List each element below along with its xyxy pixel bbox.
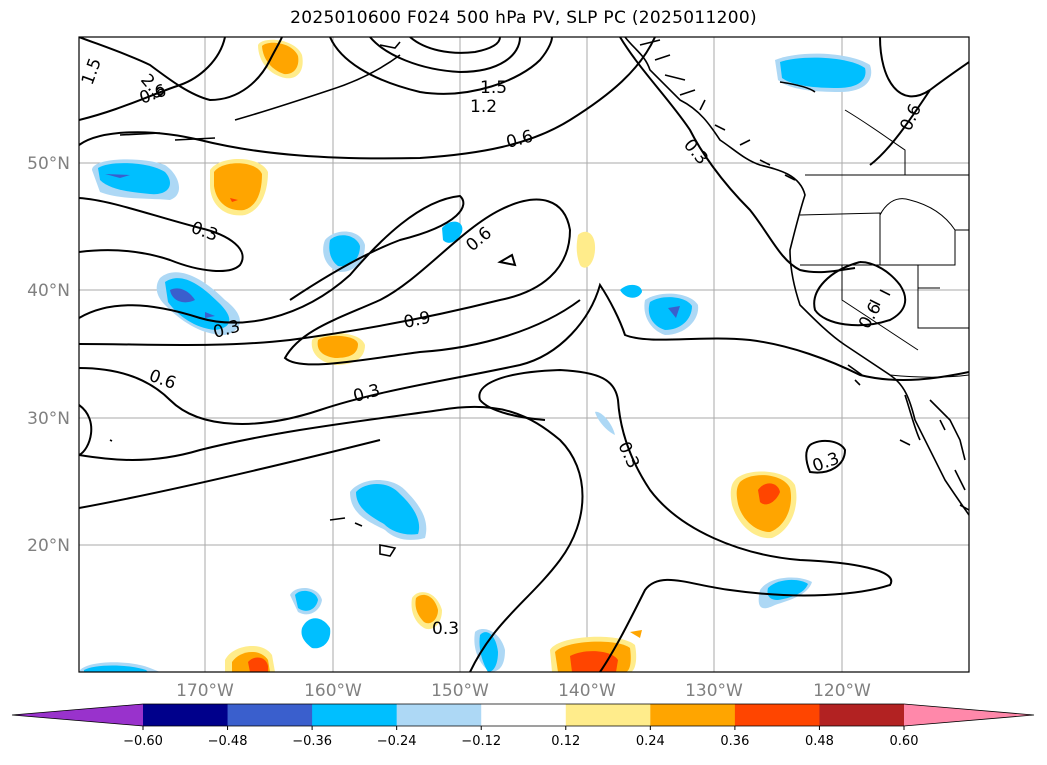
- colorbar-tick-label: −0.60: [123, 734, 163, 749]
- colorbar-segment: [143, 704, 229, 726]
- colorbar-segment: [819, 704, 905, 726]
- coastlines: [109, 37, 969, 557]
- lon-label-150w: 150°W: [431, 681, 489, 701]
- chart-title: 2025010600 F024 500 hPa PV, SLP PC (2025…: [290, 8, 757, 28]
- colorbar-segment: [227, 704, 313, 726]
- lon-label-130w: 130°W: [685, 681, 743, 701]
- lon-label-120w: 120°W: [813, 681, 871, 701]
- colorbar-tick-label: 0.24: [636, 734, 665, 749]
- lat-label-20n: 20°N: [27, 536, 70, 556]
- colorbar-segment: [565, 704, 651, 726]
- contour-label: 1.2: [470, 97, 497, 117]
- map-panel: [79, 37, 969, 672]
- map-frame: [78, 36, 970, 673]
- colorbar-extend-max: [904, 704, 1034, 726]
- colorbar: −0.60 −0.48 −0.36 −0.24 −0.12 0.12 0.24 0.36 0.4…: [11, 703, 1035, 749]
- lon-label-170w: 170°W: [176, 681, 234, 701]
- colorbar-tick-label: 0.60: [890, 734, 919, 749]
- colorbar-segment: [650, 704, 736, 726]
- colorbar-tick-label: 0.36: [720, 734, 749, 749]
- pv-positive-anomalies: [210, 39, 797, 672]
- lon-label-140w: 140°W: [558, 681, 616, 701]
- lat-label-50n: 50°N: [27, 154, 70, 174]
- lat-label-40n: 40°N: [27, 281, 70, 301]
- colorbar-tick-label: −0.48: [208, 734, 248, 749]
- pv-negative-anomalies: [80, 53, 872, 672]
- contour-label: 1.5: [480, 78, 507, 98]
- colorbar-segment: [396, 704, 482, 726]
- longitude-axis: 170°W 160°W 150°W 140°W 130°W 120°W: [176, 681, 871, 701]
- colorbar-tick-label: −0.36: [292, 734, 332, 749]
- contour-label: 0.3: [432, 619, 459, 639]
- colorbar-tick-label: −0.24: [377, 734, 417, 749]
- colorbar-extend-min: [12, 704, 143, 726]
- colorbar-segment: [734, 704, 820, 726]
- latitude-axis: 50°N 40°N 30°N 20°N: [27, 154, 70, 556]
- political-boundaries: [799, 109, 969, 378]
- slp-contours: [79, 37, 969, 672]
- colorbar-segment: [312, 704, 398, 726]
- colorbar-tick-label: 0.12: [551, 734, 580, 749]
- lat-label-30n: 30°N: [27, 409, 70, 429]
- colorbar-tick-label: −0.12: [461, 734, 501, 749]
- lon-label-160w: 160°W: [304, 681, 362, 701]
- colorbar-segment: [481, 704, 567, 726]
- colorbar-tick-label: 0.48: [805, 734, 834, 749]
